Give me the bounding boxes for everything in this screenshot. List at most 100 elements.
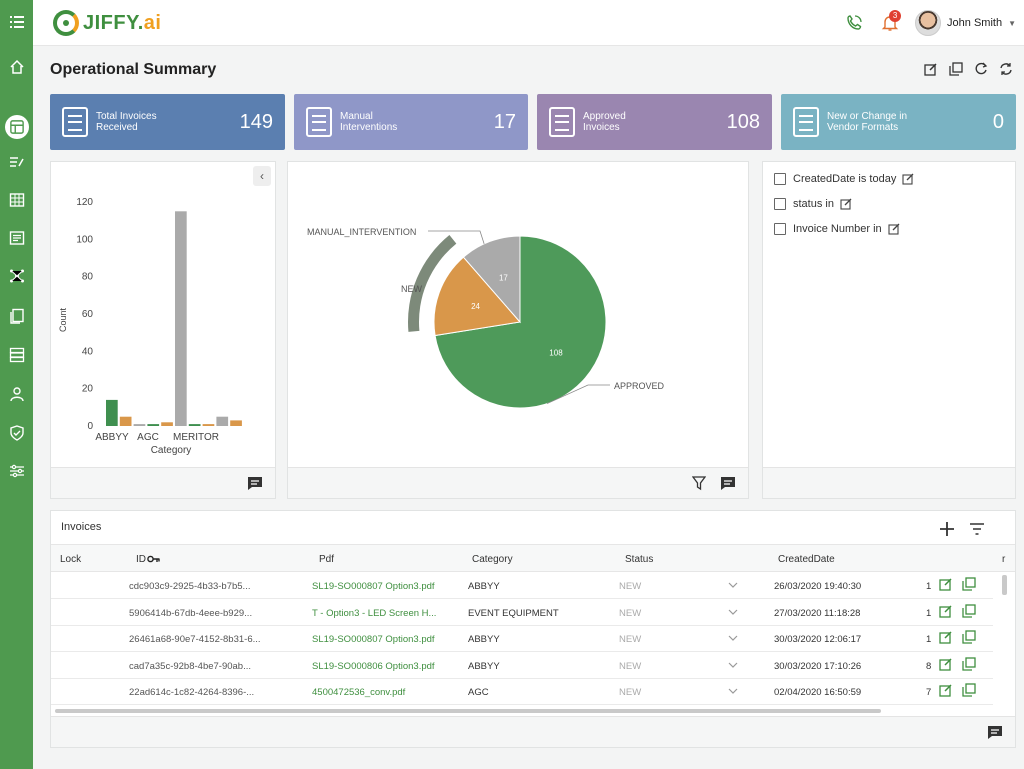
row-edit-icon[interactable] <box>939 630 953 644</box>
status-chevron-down-icon[interactable] <box>728 660 738 670</box>
table-row[interactable]: 26461a68-90e7-4152-8b31-6... SL19-SO00080… <box>51 626 993 652</box>
comment-icon[interactable] <box>247 476 263 491</box>
menu-icon[interactable] <box>0 10 33 34</box>
row-copy-icon[interactable] <box>962 656 976 671</box>
edit-filter-icon[interactable] <box>902 173 914 185</box>
row-edit-icon[interactable] <box>939 683 953 697</box>
bar-mark[interactable] <box>216 416 229 426</box>
filter-status[interactable]: status in <box>774 198 852 210</box>
filter-invoice-number[interactable]: Invoice Number in <box>774 223 900 235</box>
filter-created-date[interactable]: CreatedDate is today <box>774 173 914 185</box>
bar-mark[interactable] <box>175 211 187 426</box>
column-header-created-date[interactable]: CreatedDate <box>778 554 835 565</box>
sync-icon[interactable] <box>993 60 1018 78</box>
cell-pdf-link[interactable]: T - Option3 - LED Screen H... <box>312 607 437 619</box>
bar-mark[interactable] <box>230 420 242 426</box>
status-chevron-down-icon[interactable] <box>728 607 738 617</box>
comment-icon[interactable] <box>720 476 736 491</box>
filter-checkbox[interactable] <box>774 198 786 210</box>
bar-ytick-label: 120 <box>76 197 93 208</box>
jiffy-logo[interactable]: JIFFY.ai <box>53 10 161 36</box>
filter-checkbox[interactable] <box>774 223 786 235</box>
cell-status[interactable]: NEW <box>619 687 642 698</box>
support-call-icon[interactable] <box>839 9 869 37</box>
row-copy-icon[interactable] <box>962 683 976 697</box>
status-chevron-down-icon[interactable] <box>728 580 738 590</box>
table-row[interactable]: cdc903c9-2925-4b33-b7b5... SL19-SO000807 … <box>51 573 993 599</box>
edit-dashboard-icon[interactable] <box>918 60 943 78</box>
cell-status[interactable]: NEW <box>619 660 642 672</box>
table-vertical-scrollbar[interactable] <box>1002 575 1007 595</box>
row-edit-icon[interactable] <box>939 577 953 591</box>
add-invoice-plus-icon[interactable] <box>939 521 955 537</box>
row-copy-icon[interactable] <box>962 603 976 618</box>
row-copy-icon[interactable] <box>962 630 976 644</box>
documents-icon[interactable] <box>0 304 33 328</box>
comment-icon[interactable] <box>987 725 1003 740</box>
row-copy-icon[interactable] <box>962 577 976 591</box>
table-row[interactable]: 22ad614c-1c82-4264-8396-... 4500472536_co… <box>51 679 993 705</box>
bar-mark[interactable] <box>119 416 132 426</box>
cell-pdf-link[interactable]: SL19-SO000807 Option3.pdf <box>312 581 435 592</box>
user-name[interactable]: John Smith <box>947 17 1003 29</box>
list-edit-icon[interactable] <box>0 150 33 174</box>
filter-funnel-icon[interactable] <box>692 476 706 491</box>
kpi-manual-interventions[interactable]: Manual Interventions 17 <box>294 94 528 150</box>
collapse-chevron-left-icon[interactable]: ‹ <box>253 166 271 186</box>
pie-category-label: MANUAL_INTERVENTION <box>307 227 416 237</box>
database-icon[interactable] <box>0 343 33 367</box>
cell-status[interactable]: NEW <box>619 634 642 645</box>
column-header-pdf[interactable]: Pdf <box>319 554 335 565</box>
edit-filter-icon[interactable] <box>840 198 852 210</box>
sliders-icon[interactable] <box>0 459 33 483</box>
row-edit-icon[interactable] <box>939 604 953 618</box>
refresh-icon[interactable] <box>968 60 993 78</box>
cell-status[interactable]: NEW <box>619 607 642 619</box>
table-row[interactable]: 5906414b-67db-4eee-b929... T - Option3 - … <box>51 600 993 626</box>
kpi-total-invoices[interactable]: Total Invoices Received 149 <box>50 94 285 150</box>
bar-mark[interactable] <box>188 424 201 426</box>
column-header-id[interactable]: ID <box>136 554 160 565</box>
cell-pdf-link[interactable]: SL19-SO000807 Option3.pdf <box>312 634 435 645</box>
cell-status[interactable]: NEW <box>619 581 642 592</box>
home-icon[interactable] <box>0 55 33 79</box>
user-icon[interactable] <box>0 382 33 406</box>
avatar[interactable] <box>915 10 942 36</box>
dashboard-icon[interactable] <box>0 115 33 139</box>
cell-pdf-link[interactable]: SL19-SO000806 Option3.pdf <box>312 660 435 672</box>
bar-mark[interactable] <box>133 424 146 426</box>
table-row[interactable]: cad7a35c-92b8-4be7-90ab... SL19-SO000806 … <box>51 653 993 679</box>
cell-created-date: 02/04/2020 16:50:59 <box>774 687 862 698</box>
kpi-vendor-formats[interactable]: New or Change in Vendor Formats 0 <box>781 94 1016 150</box>
network-icon[interactable] <box>0 264 33 288</box>
table-icon[interactable] <box>0 188 33 212</box>
column-header-truncated[interactable]: r <box>1002 554 1006 565</box>
bar-mark[interactable] <box>202 424 215 426</box>
copy-dashboard-icon[interactable] <box>943 60 968 78</box>
kpi-label: Total Invoices Received <box>96 111 157 133</box>
pie-slice[interactable] <box>433 256 521 337</box>
cell-pdf-link[interactable]: 4500472536_conv.pdf <box>312 687 406 698</box>
filter-checkbox[interactable] <box>774 173 786 185</box>
pie-slice[interactable] <box>462 235 521 324</box>
column-header-status[interactable]: Status <box>625 554 654 565</box>
cell-truncated: 1 <box>926 607 932 619</box>
table-panel-footer <box>51 716 1015 747</box>
status-chevron-down-icon[interactable] <box>728 686 738 696</box>
bar-mark[interactable] <box>161 422 173 426</box>
user-menu-chevron-down-icon[interactable]: ▼ <box>1008 18 1016 28</box>
column-header-category[interactable]: Category <box>472 554 513 565</box>
notifications-bell-icon[interactable]: 3 <box>875 9 905 37</box>
table-horizontal-scrollbar[interactable] <box>55 709 881 713</box>
edit-filter-icon[interactable] <box>888 223 900 235</box>
bar-mark[interactable] <box>106 399 118 426</box>
column-header-lock[interactable]: Lock <box>60 554 82 565</box>
row-edit-icon[interactable] <box>939 657 953 671</box>
table-filter-icon[interactable] <box>969 521 985 537</box>
bar-mark[interactable] <box>147 424 160 426</box>
form-icon[interactable] <box>0 226 33 250</box>
status-chevron-down-icon[interactable] <box>728 633 738 643</box>
bar-xtick-label: ABBYY <box>95 432 129 443</box>
kpi-approved-invoices[interactable]: Approved Invoices 108 <box>537 94 772 150</box>
shield-icon[interactable] <box>0 421 33 445</box>
